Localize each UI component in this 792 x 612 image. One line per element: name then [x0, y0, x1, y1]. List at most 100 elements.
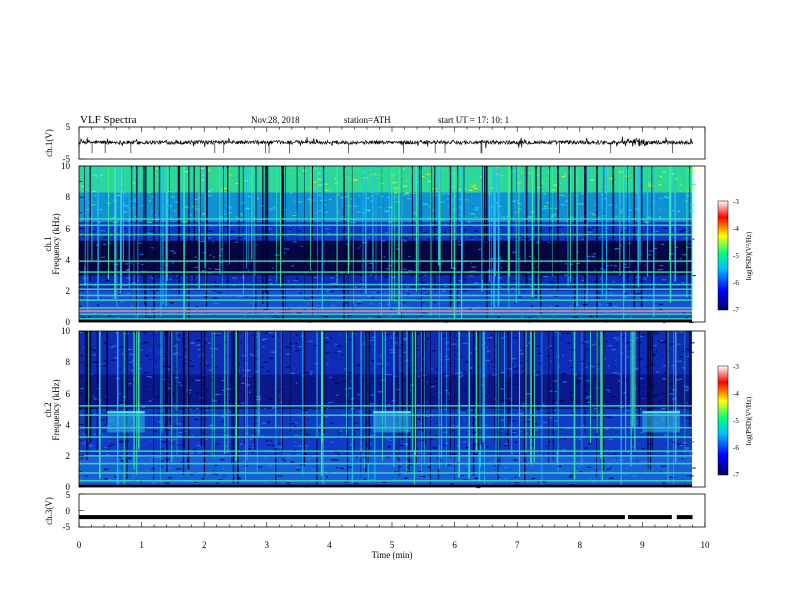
- ch1-spec-speckle: [357, 183, 359, 186]
- ch2-spec-speckle: [435, 383, 438, 385]
- ch2-spec-speckle: [139, 367, 142, 369]
- ch2-spec-speckle: [443, 431, 448, 433]
- ch1-spec-ylabel-channel: ch.1: [43, 236, 53, 251]
- ch1-spec-speckle: [376, 316, 382, 318]
- ch1-spec-speckle: [370, 200, 373, 202]
- ch2-spec-speckle: [267, 444, 271, 446]
- ch1-spec-speckle: [405, 180, 408, 182]
- ch2-spec-speckle: [512, 420, 516, 422]
- ch1-spec-speckle: [170, 311, 172, 314]
- ch2-spec-speckle: [485, 359, 490, 361]
- ch2-spec-speckle: [537, 481, 539, 483]
- ch1-spec-speckle: [552, 175, 555, 177]
- ch1-spec-speckle: [367, 210, 371, 212]
- ch1-spec-speckle: [443, 259, 447, 261]
- ch2-spec-speckle: [558, 439, 561, 441]
- ch1-spec-speckle: [245, 296, 248, 298]
- ch1-spec-speckle: [692, 169, 696, 171]
- date-label: Nov.28, 2018: [251, 115, 300, 125]
- ch1-spec-speckle: [298, 201, 303, 203]
- ch2-spec-speckle: [470, 461, 474, 463]
- ch2-spec-speckle: [124, 358, 126, 360]
- ch2-spec-speckle: [688, 465, 692, 467]
- ch2-spec-speckle: [493, 460, 497, 462]
- ch2-spec-speckle: [216, 482, 219, 484]
- ch2-spec-speckle: [295, 469, 301, 471]
- ch2-spec-speckle: [84, 475, 89, 477]
- ch1-spec-speckle: [318, 210, 322, 212]
- ch2-spec-speckle: [283, 452, 286, 454]
- ch1-spec-speckle: [298, 174, 301, 176]
- ch2-spec-speckle: [579, 377, 581, 379]
- ch2-spec-speckle: [392, 335, 397, 337]
- ch2-spec-speckle: [121, 353, 125, 355]
- ch2-spec-speckle: [318, 403, 320, 405]
- ch2-spec-speckle: [681, 457, 684, 459]
- ch1-spec-speckle: [550, 306, 553, 308]
- ch2-spec-speckle: [584, 400, 588, 402]
- ch2-spec-speckle: [196, 344, 200, 346]
- ch1-spec-speckle: [103, 237, 109, 239]
- ch1-spec-speckle: [564, 173, 566, 176]
- ch2-spec-speckle: [663, 434, 667, 436]
- ch1-spec-speckle: [253, 205, 255, 207]
- ch1-spec-speckle: [568, 305, 573, 307]
- ch1-spec-speckle: [647, 302, 649, 304]
- ch1-spec-speckle: [310, 269, 313, 271]
- ch2-spec-speckle: [448, 393, 451, 395]
- ch2-spec-speckle: [194, 481, 197, 483]
- ch1-spec-speckle: [643, 278, 647, 280]
- ch2-spec-speckle: [178, 338, 180, 341]
- ch1-spec-speckle: [551, 214, 557, 216]
- ch1-spec-speckle: [426, 173, 431, 175]
- ch1-spec-speckle: [378, 303, 382, 305]
- ch2-spec-speckle: [293, 445, 296, 447]
- ch1-spec-speckle: [459, 199, 463, 201]
- ch2-spec-speckle: [486, 446, 489, 448]
- ch1-spec-speckle: [533, 267, 535, 269]
- ch1-spec-speckle: [330, 290, 334, 292]
- ch2-spec-speckle: [537, 408, 540, 410]
- ch2-spec-speckle: [199, 363, 201, 365]
- x-tick-0: 0: [77, 540, 82, 550]
- ch2-spec-speckle: [491, 361, 493, 363]
- ch2-spec-speckle: [218, 479, 223, 481]
- ch2-spec-speckle: [376, 363, 381, 365]
- ch1-spec-speckle: [441, 168, 443, 170]
- ch1-spec-speckle: [131, 207, 135, 209]
- ch2-spec-speckle: [632, 474, 634, 476]
- ch2-spec-speckle: [586, 348, 589, 351]
- ch2-spec-speckle: [226, 388, 231, 390]
- ch1-spec-speckle: [299, 292, 303, 294]
- ch1-spec-speckle: [434, 226, 439, 228]
- ch2-spec-speckle: [503, 389, 507, 391]
- ch2-spec-speckle: [370, 434, 375, 437]
- ch2-spec-speckle: [173, 407, 178, 409]
- ch1-spec-speckle: [207, 237, 211, 239]
- ch2-spec-speckle: [128, 383, 132, 385]
- ch2-spec-speckle: [438, 475, 441, 477]
- ch1-spec-speckle: [562, 232, 564, 234]
- ch2-spec-speckle: [584, 447, 588, 449]
- ch2-spec-speckle: [212, 428, 216, 430]
- ch2-spec-speckle: [210, 347, 213, 349]
- ch1-spec-speckle: [122, 284, 127, 287]
- ch1-spec-ytick-4: 4: [66, 255, 71, 265]
- ch1-spec-speckle: [360, 191, 363, 193]
- ch1-spec-speckle: [563, 195, 567, 197]
- ch1-spec-speckle: [659, 303, 663, 305]
- ch1-spec-speckle: [360, 281, 365, 283]
- ch1-spec-speckle: [302, 170, 306, 172]
- ch2-spec-speckle: [190, 342, 195, 344]
- ch1-spec-bright-band: [79, 309, 692, 313]
- ch2-spec-speckle: [305, 445, 309, 447]
- ch2-spec-speckle: [139, 349, 143, 351]
- ch2-spec-speckle: [215, 334, 220, 336]
- ch1-spec-speckle: [310, 266, 313, 268]
- ch1-spec-speckle: [354, 286, 358, 288]
- ch2-spec-speckle: [334, 382, 339, 384]
- ch2-spec-speckle: [596, 368, 599, 370]
- ch2-spec-speckle: [292, 345, 294, 347]
- ch1-spec-speckle: [173, 252, 177, 254]
- ch1-spec-speckle: [151, 247, 155, 249]
